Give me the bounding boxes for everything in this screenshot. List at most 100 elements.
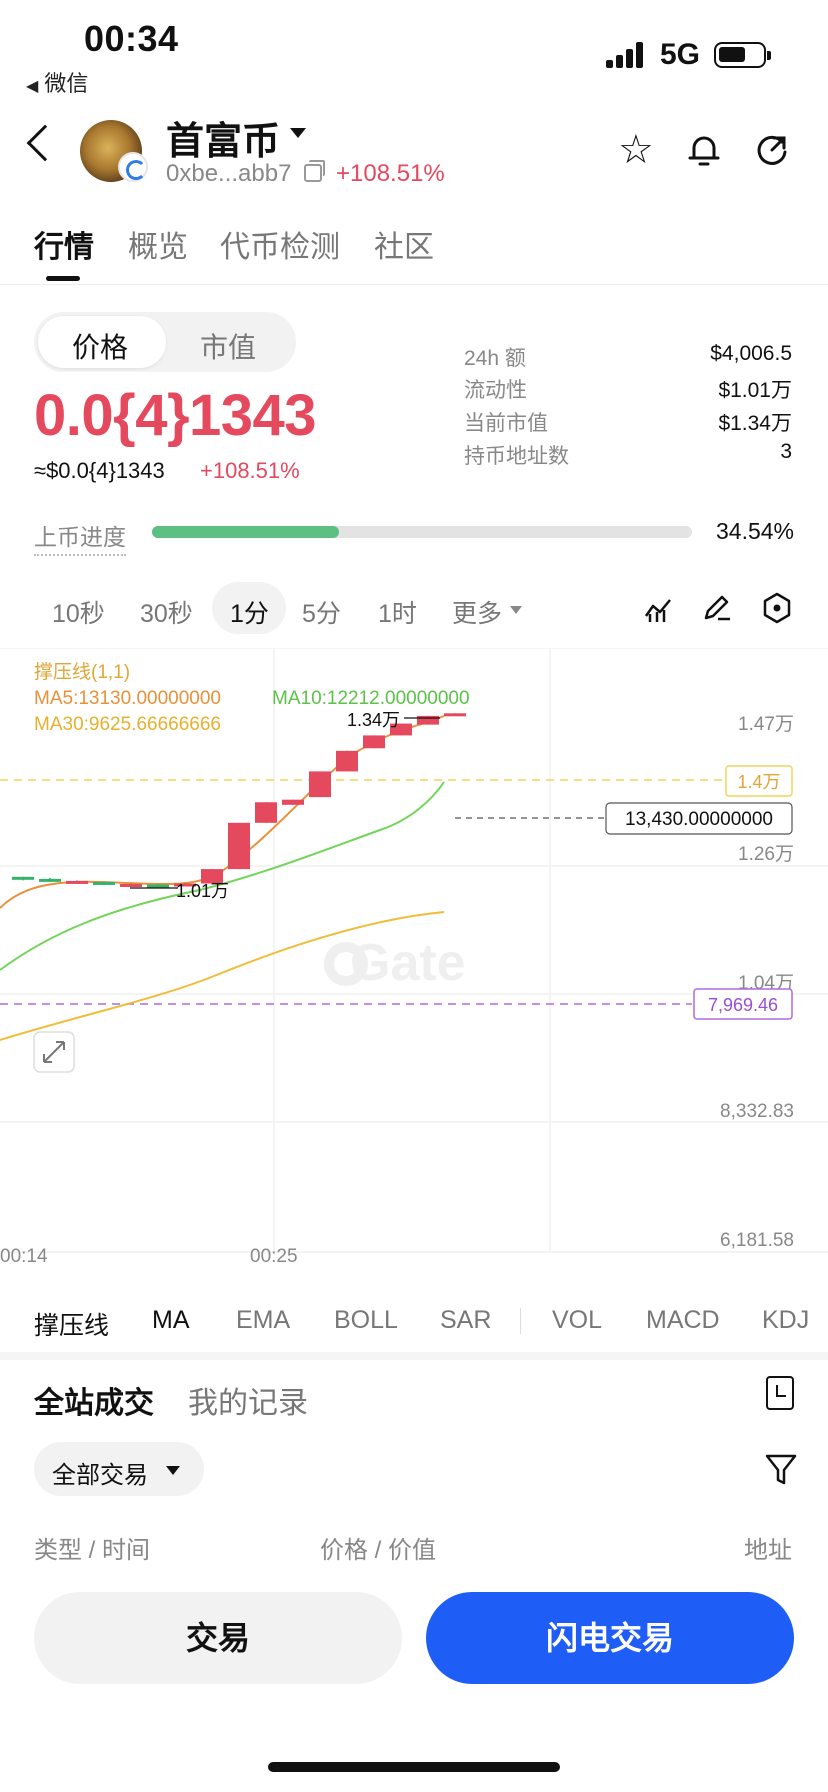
stat-value-holders: 3 (780, 440, 792, 463)
ma10-label: MA10:12212.00000000 (272, 688, 470, 709)
tab-token-check[interactable]: 代币检测 (220, 231, 340, 264)
indicator-ma[interactable]: MA (152, 1306, 190, 1334)
indicator-boll[interactable]: BOLL (334, 1306, 398, 1334)
back-triangle-icon: ◀ (26, 78, 39, 95)
candle-body[interactable] (120, 884, 142, 888)
stat-label-market-cap: 当前市值 (464, 412, 548, 435)
home-indicator (268, 1762, 560, 1772)
ma10-line (0, 781, 445, 971)
contract-address: 0xbe...abb7 (166, 160, 292, 187)
status-time: 00:34 (84, 18, 179, 59)
history-icon[interactable] (766, 1376, 794, 1410)
tab-overview[interactable]: 概览 (128, 231, 188, 264)
filter-funnel-icon[interactable] (764, 1452, 798, 1488)
back-to-app-link[interactable]: ◀ 微信 (26, 66, 88, 98)
y-tick-label: 6,181.58 (720, 1230, 794, 1251)
candle-body[interactable] (282, 799, 304, 805)
indicator-kdj[interactable]: KDJ (762, 1306, 810, 1334)
indicator-vol[interactable]: VOL (552, 1306, 603, 1334)
interval-1h[interactable]: 1时 (378, 600, 417, 628)
candle-body[interactable] (336, 750, 358, 772)
tab-community[interactable]: 社区 (374, 231, 434, 264)
candle-body[interactable] (174, 883, 196, 887)
tab-market[interactable]: 行情 (34, 231, 94, 264)
copy-icon[interactable] (304, 160, 325, 182)
interval-1m[interactable]: 1分 (230, 600, 269, 628)
battery-icon (714, 42, 771, 68)
tab-all-trades[interactable]: 全站成交 (34, 1387, 154, 1420)
x-tick-label: 00:14 (0, 1246, 48, 1266)
candle-body[interactable] (201, 869, 223, 884)
candle-body[interactable] (93, 881, 115, 885)
header-price-change: +108.51% (336, 160, 445, 187)
interval-active-pill (212, 582, 286, 634)
ma5-label: MA5:13130.00000000 (34, 688, 221, 709)
candle-body[interactable] (444, 713, 466, 717)
listing-progress-fill (152, 526, 339, 538)
token-name[interactable]: 首富币 (166, 121, 281, 163)
candle-body[interactable] (147, 884, 169, 888)
candle-body[interactable] (12, 876, 34, 880)
flash-trade-button[interactable]: 闪电交易 (426, 1592, 794, 1684)
y-tick-label: 1.26万 (738, 844, 794, 865)
bell-icon[interactable] (684, 130, 724, 170)
more-caret-icon (510, 606, 522, 614)
back-arrow-icon[interactable] (26, 124, 64, 162)
gate-logo-icon (324, 942, 368, 986)
candle-body[interactable] (309, 771, 331, 798)
indicator-macd[interactable]: MACD (646, 1306, 720, 1334)
draw-pen-icon[interactable] (702, 592, 732, 622)
interval-10s[interactable]: 10秒 (52, 600, 105, 628)
col-header-price-value: 价格 / 价值 (320, 1537, 437, 1564)
expand-arrows-icon (43, 1041, 65, 1063)
chain-badge-icon (118, 152, 148, 182)
candle-body[interactable] (363, 735, 385, 749)
interval-5m[interactable]: 5分 (302, 600, 341, 628)
trade-filter-label: 全部交易 (52, 1462, 148, 1489)
indicator-chart-icon[interactable] (644, 594, 674, 624)
share-icon[interactable] (752, 130, 792, 170)
candle-body[interactable] (39, 878, 61, 882)
interval-more[interactable]: 更多 (452, 600, 503, 628)
support-tag (693, 988, 793, 1020)
current-price: 0.0{4}1343 (34, 383, 317, 448)
candle-body[interactable] (390, 723, 412, 736)
stat-value-market-cap: $1.34万 (718, 412, 792, 435)
usd-price: ≈$0.0{4}1343 (34, 458, 165, 483)
filter-caret-icon (166, 1466, 180, 1475)
star-icon[interactable]: ☆ (618, 128, 654, 172)
toggle-market-cap[interactable]: 市值 (200, 332, 257, 363)
x-tick-label: 00:25 (250, 1246, 298, 1266)
high-label: 1.34万 (347, 710, 400, 730)
trade-button[interactable]: 交易 (34, 1592, 402, 1684)
candle-body[interactable] (255, 802, 277, 823)
resistance-label: 1.4万 (737, 772, 780, 792)
active-tab-indicator (46, 276, 80, 281)
indicator-separator (520, 1308, 521, 1334)
interval-30s[interactable]: 30秒 (140, 600, 193, 628)
current-price-label: 13,430.00000000 (625, 809, 773, 830)
candle-body[interactable] (417, 715, 439, 725)
price-change: +108.51% (200, 458, 300, 483)
toggle-active-pill (38, 316, 166, 368)
candle-body[interactable] (66, 880, 88, 884)
stat-label-volume: 24h 额 (464, 347, 526, 370)
ma30-label: MA30:9625.66666666 (34, 714, 221, 735)
toggle-price[interactable]: 价格 (72, 332, 129, 363)
y-tick-label: 8,332.83 (720, 1101, 794, 1122)
kline-chart[interactable]: Gate 撑压线(1,1) MA5:13130.00000000 MA10:12… (0, 648, 828, 1266)
tab-my-records[interactable]: 我的记录 (188, 1387, 308, 1420)
indicator-ema[interactable]: EMA (236, 1306, 291, 1334)
settings-hexagon-icon[interactable] (762, 592, 792, 624)
indicator-sar[interactable]: SAR (440, 1306, 492, 1334)
support-label: 7,969.46 (708, 995, 778, 1015)
listing-progress-label[interactable]: 上币进度 (34, 518, 126, 556)
candle-body[interactable] (228, 822, 250, 870)
indicator-sr[interactable]: 撑压线 (34, 1312, 110, 1340)
signal-icon (606, 42, 646, 68)
current-price-tag (605, 802, 793, 835)
token-dropdown-caret-icon[interactable] (290, 128, 306, 138)
sr-indicator-title: 撑压线(1,1) (34, 661, 130, 683)
network-type: 5G (660, 38, 701, 71)
stat-value-volume: $4,006.5 (710, 342, 792, 365)
